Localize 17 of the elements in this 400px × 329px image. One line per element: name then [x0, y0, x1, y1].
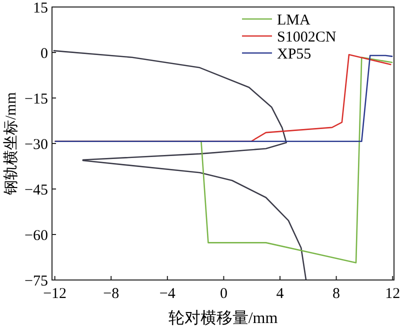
legend-label: XP55 — [277, 46, 312, 62]
x-tick-label: 12 — [385, 286, 400, 302]
y-tick-label: −60 — [24, 228, 48, 244]
legend-label: LMA — [277, 12, 310, 28]
x-tick-label: 8 — [332, 286, 340, 302]
y-tick-label: 15 — [33, 0, 48, 16]
x-tick-label: 0 — [220, 286, 228, 302]
y-tick-label: −30 — [24, 136, 48, 153]
y-axis-title: 钢轨横坐标/mm — [2, 92, 20, 196]
y-tick-label: −15 — [24, 91, 48, 108]
legend-label: S1002CN — [277, 29, 336, 46]
x-tick-label: 4 — [276, 286, 284, 302]
x-tick-label: −4 — [159, 286, 176, 302]
x-axis-title: 轮对横移量/mm — [168, 309, 278, 327]
y-tick-label: −45 — [24, 182, 48, 198]
x-tick-label: −8 — [103, 286, 120, 302]
y-tick-label: 0 — [40, 46, 48, 62]
